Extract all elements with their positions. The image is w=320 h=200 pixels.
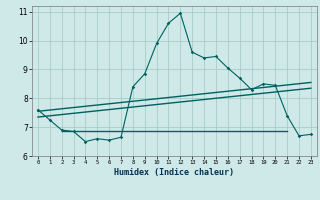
X-axis label: Humidex (Indice chaleur): Humidex (Indice chaleur) — [115, 168, 234, 177]
